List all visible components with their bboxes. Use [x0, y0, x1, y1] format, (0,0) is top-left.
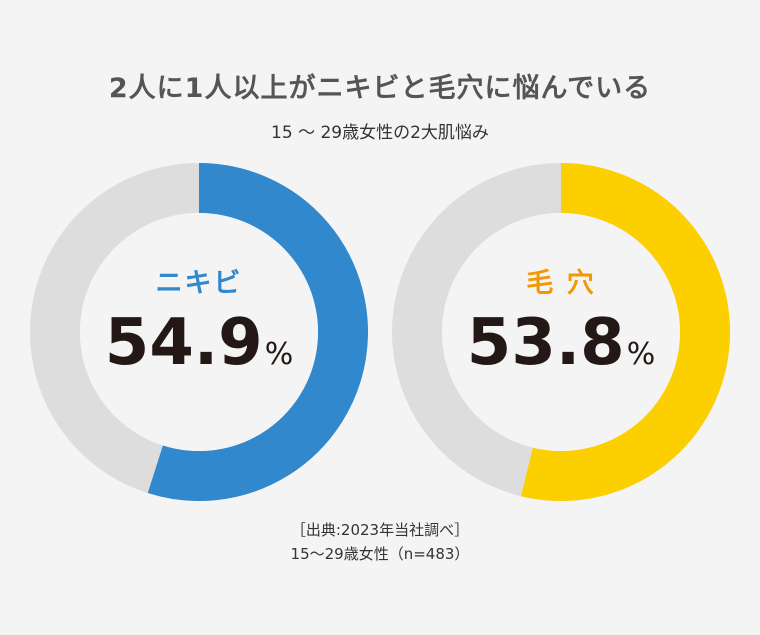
chart-subtitle: 15 〜 29歳女性の2大肌悩み: [271, 123, 489, 143]
donut-label-pores: 毛 穴: [526, 268, 596, 299]
value-number-acne: 54.9: [104, 306, 263, 380]
source-line-2: 15〜29歳女性（n=483）: [290, 545, 470, 563]
source-note: ［出典:2023年当社調べ］ 15〜29歳女性（n=483）: [0, 518, 760, 566]
value-unit-acne: %: [264, 337, 294, 372]
donut-arc-pores: [521, 163, 730, 501]
donut-label-acne: ニキビ: [155, 268, 243, 299]
value-number-pores: 53.8: [466, 306, 625, 380]
value-unit-pores: %: [626, 337, 656, 372]
source-line-1: ［出典:2023年当社調べ］: [290, 521, 470, 539]
donut-chart-acne: ニキビ 54.9%: [30, 163, 368, 501]
chart-title: 2人に1人以上がニキビと毛穴に悩んでいる: [108, 73, 652, 104]
donut-value-pores: 53.8%: [392, 311, 730, 375]
donut-center-pores: [442, 213, 680, 451]
donut-arc-acne: [147, 163, 368, 501]
donut-chart-pores: 毛 穴 53.8%: [392, 163, 730, 501]
donut-value-acne: 54.9%: [30, 311, 368, 375]
donut-svg-pores: [392, 163, 730, 501]
donut-svg-acne: [30, 163, 368, 501]
donut-center-acne: [80, 213, 318, 451]
